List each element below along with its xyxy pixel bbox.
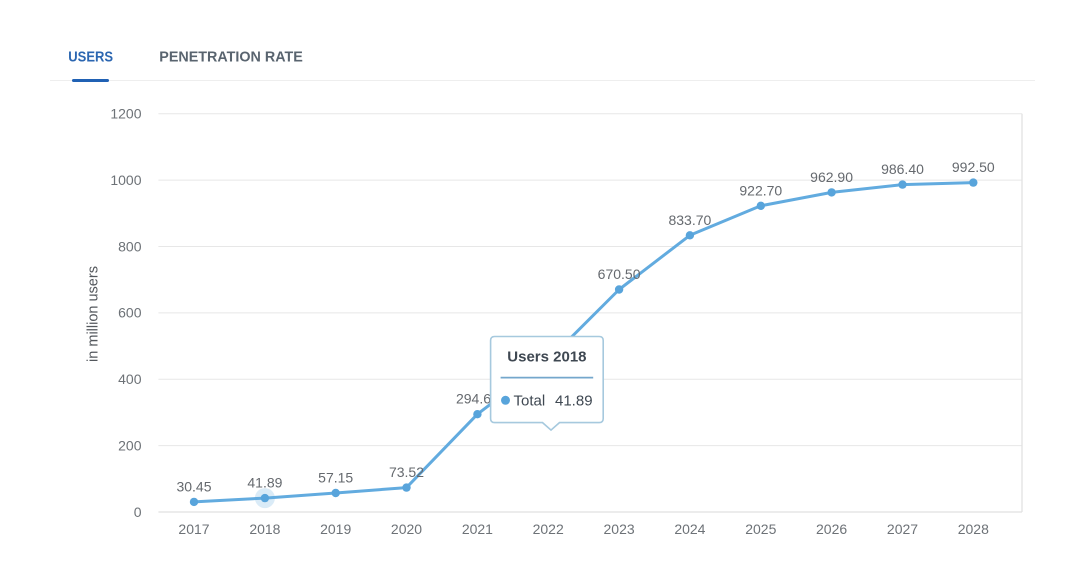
- svg-text:2019: 2019: [320, 521, 351, 537]
- svg-text:294.60: 294.60: [456, 391, 499, 407]
- svg-text:2026: 2026: [816, 521, 847, 537]
- svg-text:Users 2018: Users 2018: [507, 349, 586, 366]
- svg-text:2021: 2021: [462, 521, 493, 537]
- svg-text:992.50: 992.50: [952, 159, 995, 175]
- svg-text:670.50: 670.50: [598, 266, 641, 282]
- svg-text:2018: 2018: [249, 521, 280, 537]
- svg-text:800: 800: [118, 238, 142, 254]
- svg-text:Total: Total: [514, 393, 546, 410]
- svg-text:1000: 1000: [110, 172, 141, 188]
- svg-text:922.70: 922.70: [739, 182, 782, 198]
- svg-text:600: 600: [118, 305, 142, 321]
- svg-text:833.70: 833.70: [668, 212, 711, 228]
- svg-text:200: 200: [118, 437, 142, 453]
- svg-text:in million users: in million users: [86, 266, 102, 362]
- svg-text:2025: 2025: [745, 521, 776, 537]
- svg-text:2027: 2027: [887, 521, 918, 537]
- svg-text:962.90: 962.90: [810, 169, 853, 185]
- svg-text:2022: 2022: [533, 521, 564, 537]
- svg-text:400: 400: [118, 371, 142, 387]
- svg-text:986.40: 986.40: [881, 161, 924, 177]
- svg-text:2023: 2023: [604, 521, 635, 537]
- svg-text:PENETRATION RATE: PENETRATION RATE: [159, 49, 302, 66]
- svg-text:2017: 2017: [178, 521, 209, 537]
- svg-text:41.89: 41.89: [247, 475, 282, 491]
- svg-text:30.45: 30.45: [176, 478, 211, 494]
- svg-text:2028: 2028: [958, 521, 989, 537]
- svg-text:73.52: 73.52: [389, 464, 424, 480]
- svg-text:1200: 1200: [110, 106, 141, 122]
- svg-text:41.89: 41.89: [555, 393, 593, 410]
- svg-text:2020: 2020: [391, 521, 422, 537]
- svg-text:USERS: USERS: [68, 49, 113, 66]
- svg-text:2024: 2024: [674, 521, 705, 537]
- svg-text:0: 0: [134, 504, 142, 520]
- svg-text:57.15: 57.15: [318, 470, 353, 486]
